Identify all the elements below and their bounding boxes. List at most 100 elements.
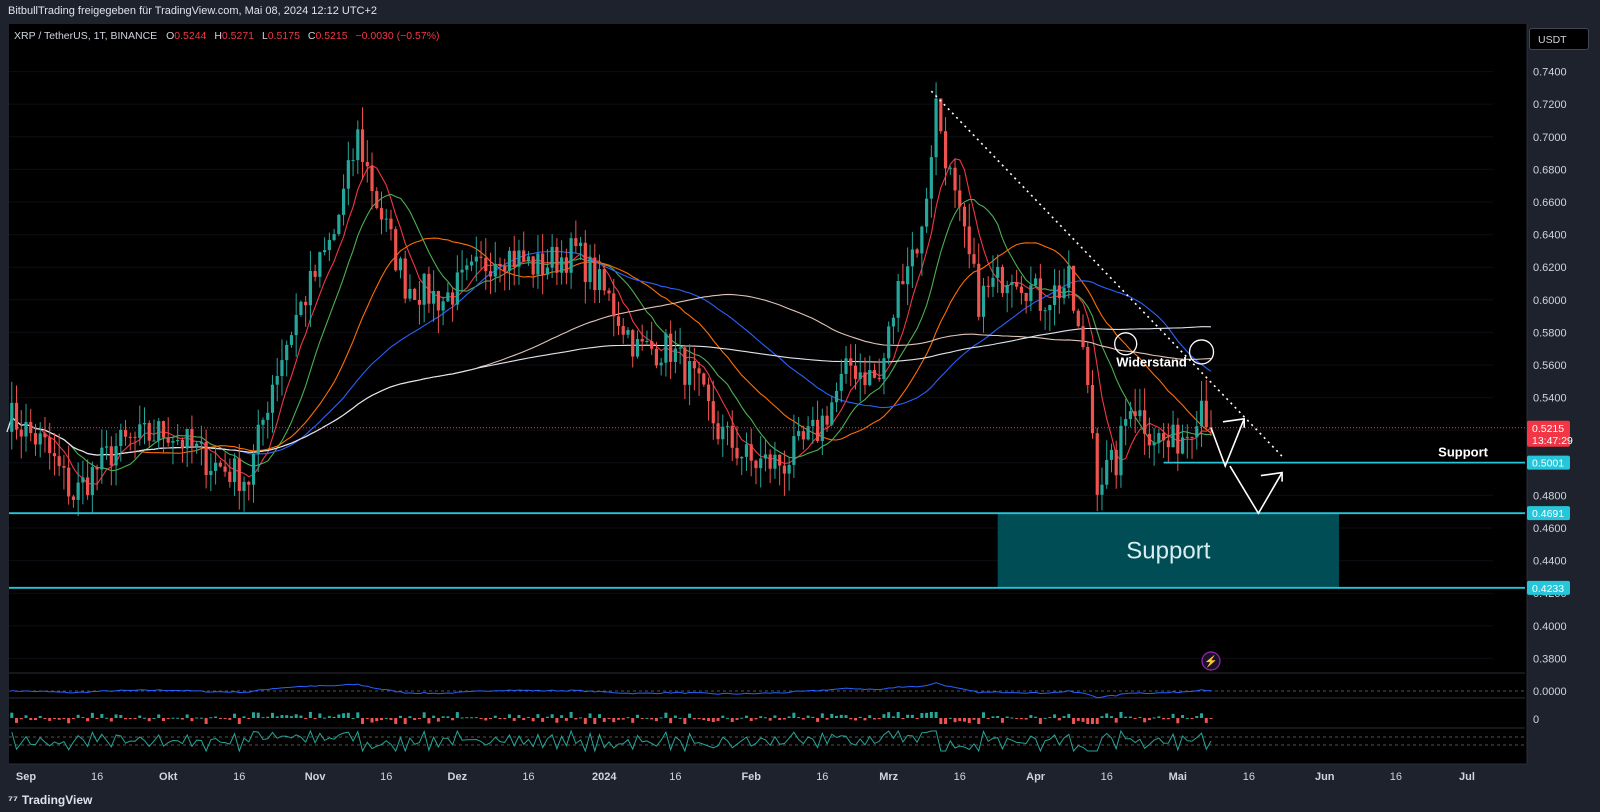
candle-body bbox=[1176, 424, 1180, 454]
histogram-bar bbox=[673, 715, 677, 718]
histogram-bar bbox=[308, 712, 312, 718]
histogram-bar bbox=[1124, 716, 1128, 718]
candle-body bbox=[1190, 436, 1194, 438]
candle-body bbox=[1010, 282, 1014, 285]
candle-body bbox=[635, 339, 640, 357]
candle-body bbox=[664, 333, 668, 363]
histogram-bar bbox=[422, 712, 426, 718]
histogram-bar bbox=[67, 718, 71, 724]
candle-body bbox=[877, 377, 881, 380]
histogram-bar bbox=[498, 718, 502, 719]
candle-body bbox=[24, 421, 28, 437]
brand-text: TradingView bbox=[21, 793, 93, 807]
candle-body bbox=[943, 131, 948, 169]
histogram-bar bbox=[190, 718, 194, 722]
histogram-bar bbox=[247, 718, 251, 719]
candle-body bbox=[474, 256, 478, 262]
price-tick-label: 0.5800 bbox=[1533, 327, 1567, 339]
candle-body bbox=[1043, 310, 1047, 312]
candle-body bbox=[759, 458, 763, 469]
histogram-bar bbox=[768, 718, 772, 721]
histogram-bar bbox=[1029, 715, 1033, 718]
candle-body bbox=[1204, 400, 1208, 428]
histogram-bar bbox=[29, 718, 33, 721]
candle-body bbox=[669, 333, 673, 362]
histogram-bar bbox=[147, 718, 151, 722]
histogram-bar bbox=[650, 718, 654, 720]
candle-body bbox=[702, 373, 706, 385]
candle-body bbox=[578, 242, 583, 246]
currency-button[interactable]: USDT bbox=[1529, 28, 1589, 50]
open-value: 0.5244 bbox=[174, 30, 207, 42]
candle-body bbox=[356, 129, 360, 161]
time-tick-label: Sep bbox=[16, 771, 36, 783]
candle-body bbox=[62, 466, 66, 468]
histogram-bar bbox=[958, 718, 962, 721]
histogram-bar bbox=[275, 716, 279, 718]
symbol-label[interactable]: XRP / TetherUS, 1T, BINANCE bbox=[14, 30, 158, 42]
histogram-bar bbox=[1181, 715, 1185, 718]
price-tick-label: 0.5600 bbox=[1533, 360, 1567, 372]
time-tick-label: 16 bbox=[954, 771, 966, 783]
candle-body bbox=[351, 160, 355, 162]
drawings: Widerstand Support ⚡ bbox=[9, 90, 1525, 671]
histogram-bar bbox=[654, 718, 658, 722]
candle-body bbox=[1124, 419, 1128, 426]
histogram-bar bbox=[351, 717, 355, 719]
histogram-bar bbox=[583, 718, 587, 724]
histogram-bar bbox=[773, 715, 777, 718]
histogram-bar bbox=[906, 714, 910, 718]
histogram-bar bbox=[403, 718, 407, 724]
histogram-bar bbox=[1105, 713, 1109, 718]
candle-body bbox=[451, 292, 455, 305]
histogram-bar bbox=[882, 714, 886, 718]
candle-body bbox=[76, 482, 80, 500]
histogram-bar bbox=[133, 718, 137, 719]
candle-body bbox=[920, 226, 924, 254]
top-bar: BitbullTrading freigegeben für TradingVi… bbox=[0, 0, 1600, 24]
candle-body bbox=[441, 301, 445, 311]
indicator-tick-label: 0.0000 bbox=[1533, 686, 1567, 698]
histogram-bar bbox=[669, 718, 673, 724]
candle-body bbox=[195, 443, 199, 447]
price-marker bbox=[1527, 420, 1570, 447]
histogram-bar bbox=[384, 717, 388, 719]
histogram-bar bbox=[981, 712, 985, 718]
tradingview-logo[interactable]: ⁷⁷ TradingView bbox=[8, 793, 92, 807]
price-tick-label: 0.3800 bbox=[1533, 653, 1567, 665]
indicator-panes bbox=[9, 672, 1525, 753]
histogram-bar bbox=[86, 718, 90, 722]
histogram-bar bbox=[15, 718, 19, 723]
histogram-bar bbox=[835, 715, 839, 718]
price-tick-label: 0.7000 bbox=[1533, 132, 1567, 144]
candle-body bbox=[1052, 285, 1057, 306]
candle-body bbox=[1185, 436, 1189, 438]
candle-body bbox=[479, 256, 483, 258]
histogram-bar bbox=[721, 715, 725, 718]
histogram-bar bbox=[1114, 718, 1118, 723]
candle-body bbox=[1086, 347, 1090, 385]
histogram-bar bbox=[48, 718, 52, 721]
histogram-bar bbox=[1162, 718, 1166, 720]
candle-body bbox=[384, 218, 388, 220]
candle-body bbox=[256, 424, 260, 454]
histogram-bar bbox=[1000, 718, 1004, 723]
price-marker-label: 0.5001 bbox=[1532, 458, 1564, 470]
time-tick-label: 2024 bbox=[592, 771, 617, 783]
candle-body bbox=[621, 326, 625, 335]
histogram-bar bbox=[1166, 718, 1170, 720]
candle-body bbox=[133, 436, 137, 438]
histogram-bar bbox=[626, 717, 630, 719]
histogram-bar bbox=[934, 712, 938, 718]
histogram-bar bbox=[95, 718, 99, 719]
candle-body bbox=[422, 273, 426, 305]
candle-body bbox=[872, 370, 877, 378]
candle-body bbox=[631, 330, 635, 357]
histogram-bar bbox=[185, 714, 189, 718]
candle-body bbox=[583, 242, 587, 283]
chart-background bbox=[9, 24, 1527, 764]
candle-body bbox=[294, 314, 298, 336]
candle-body bbox=[853, 365, 858, 379]
candle-body bbox=[498, 264, 502, 267]
